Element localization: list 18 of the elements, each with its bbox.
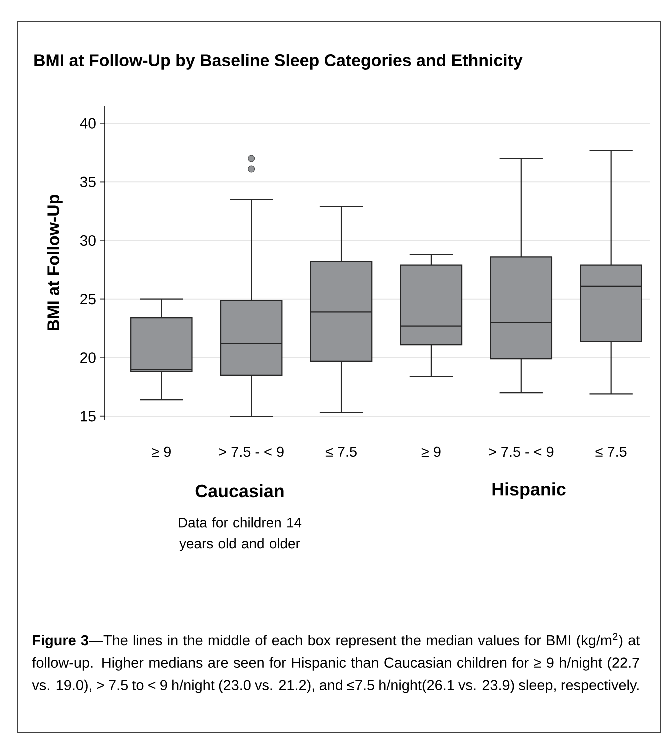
x-tick-label: ≥ 9 [422,446,441,458]
y-tick-label: 15 [81,411,96,422]
chart-title: BMI at Follow-Up by Baseline Sleep Categories and Ethnicity [34,54,523,70]
text: Caucasian [196,484,284,498]
y-tick-label: 40 [80,118,96,129]
x-tick-label: > 7.5 - < 9 [489,446,554,458]
y-tick-label: 30 [80,235,96,246]
text: Figure 3—The lines in the middle of each box represent the median values for BMI (kg/m$^{2}$) at follow-up. Higher medians are seen for Hispanic than Caucasian children for ≥ 9 h/night (22.7 vs. 19.0), > 7.5 to < 9 h/night (23.0 vs. 21.2), and ≤7.5 h/night(26.1 vs. 23.9) sleep, respectively. [32,633,640,694]
y-tick-label: 25 [80,294,96,305]
y-axis-title: BMI at Follow-Up [47,195,63,331]
x-tick-label: ≥ 9 [152,446,171,458]
x-tick-label: > 7.5 - < 9 [219,446,284,458]
text: Hispanic [492,482,566,500]
x-tick-label: ≤ 7.5 [596,446,627,458]
y-tick-label: 20 [80,352,96,364]
text: Data for children 14 years old and older [179,518,302,552]
y-tick-label: 35 [80,176,96,188]
x-tick-label: ≤ 7.5 [326,446,357,458]
